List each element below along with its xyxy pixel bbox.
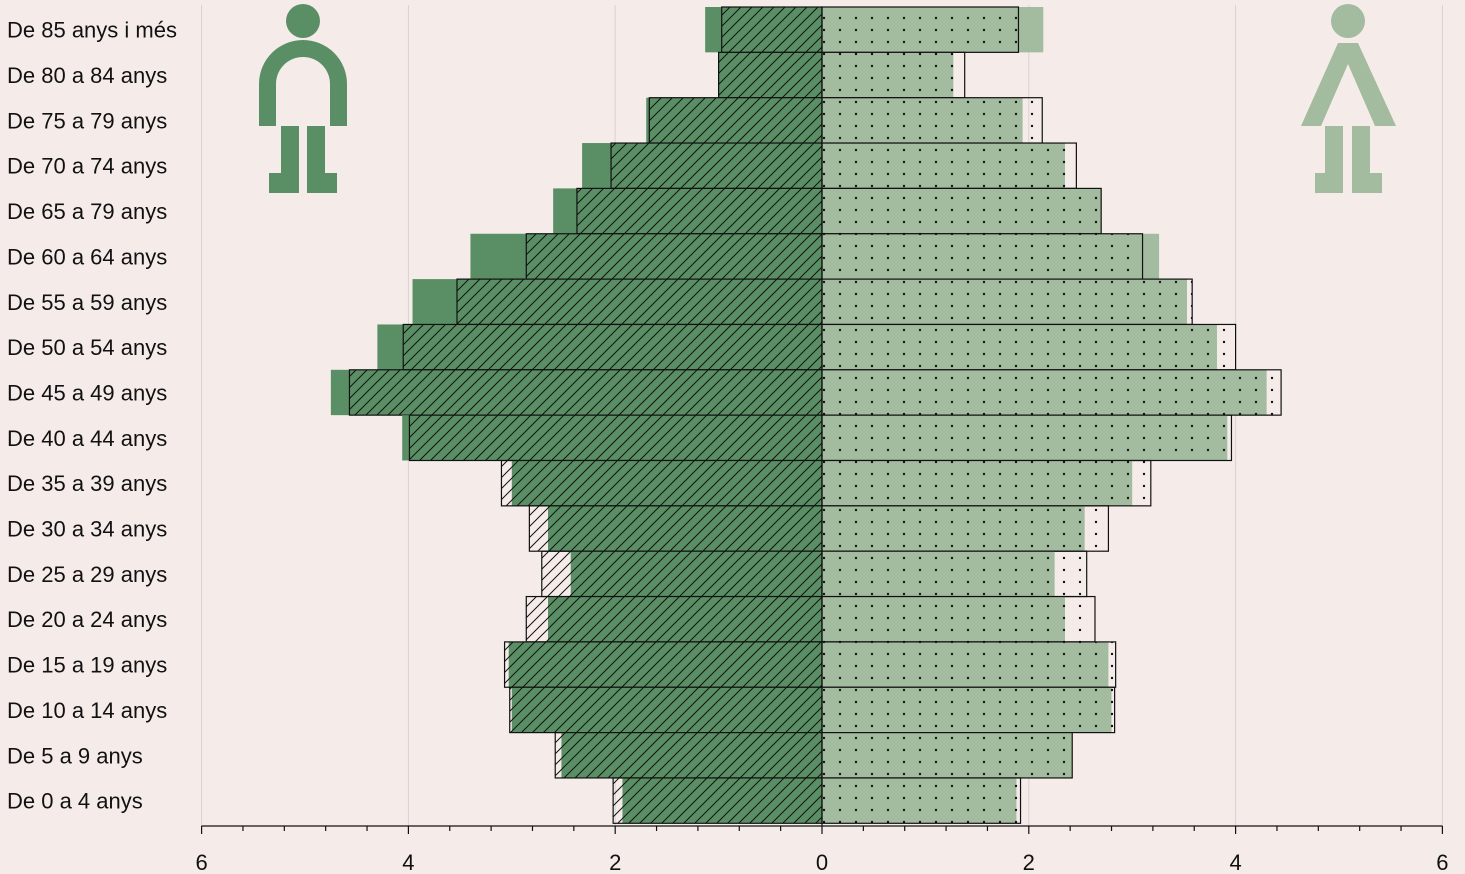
age-group-label: De 40 a 44 anys [7,426,167,451]
bar-male-hatched [717,51,823,99]
bar-female-dotted [821,686,1116,734]
bar-male-hatched [554,731,823,779]
bar-male-hatched [348,369,823,416]
bar-male-hatched [541,550,823,598]
bar-male-hatched [528,505,823,552]
bar-male-hatched [408,414,823,462]
bar-female-dotted [821,777,1022,824]
x-tick-label: 6 [195,850,207,874]
age-group-label: De 60 a 64 anys [7,244,167,269]
x-tick-label: 4 [1229,850,1241,874]
bar-male-hatched [610,142,823,190]
bar-female-dotted [821,731,1073,779]
bar-female-dotted [821,278,1193,326]
bar-female-dotted [821,369,1282,416]
x-tick-label: 4 [402,850,414,874]
age-group-label: De 5 a 9 anys [7,743,143,768]
bar-female-dotted [821,97,1043,144]
x-tick-label: 0 [816,850,828,874]
age-group-label: De 0 a 4 anys [7,789,143,814]
x-axis: 6 4 2 0 2 4 6 [195,7,1449,874]
bar-female-dotted [821,550,1088,598]
bar-female-dotted [821,187,1102,235]
bar-female-dotted [821,323,1237,371]
age-group-label: De 55 a 59 anys [7,290,167,315]
age-group-label: De 75 a 79 anys [7,108,167,133]
bars [330,6,1282,824]
bar-male-hatched [503,641,823,688]
female-figure-icon [1301,4,1396,193]
age-group-label: De 65 a 79 anys [7,199,167,224]
bar-male-hatched [612,777,823,824]
x-tick-label: 2 [609,850,621,874]
bar-female-dotted [821,142,1077,190]
bar-male-hatched [525,595,823,643]
bar-male-hatched [648,97,823,144]
bar-female-dotted [821,595,1096,643]
bar-female-dotted [821,233,1144,280]
age-group-label: De 85 anys i més [7,18,177,43]
age-group-label: De 80 a 84 anys [7,63,167,88]
bar-female-dotted [821,51,966,99]
male-figure-icon [259,4,347,193]
age-group-label: De 30 a 34 anys [7,517,167,542]
bar-male-hatched [402,323,823,371]
bar-female-dotted [821,641,1117,688]
age-group-label: De 35 a 39 anys [7,471,167,496]
bar-male-hatched [509,686,823,734]
bar-female-dotted [821,414,1233,462]
bar-female-dotted [821,6,1020,53]
bar-male-hatched [500,459,823,507]
age-group-label: De 15 a 19 anys [7,653,167,678]
bar-male-hatched [456,278,823,326]
age-group-label: De 20 a 24 anys [7,607,167,632]
age-labels: De 85 anys i més De 80 a 84 anys De 75 a 7… [7,18,177,814]
age-group-label: De 50 a 54 anys [7,335,167,360]
bar-male-hatched [525,233,823,280]
bar-male-hatched [576,187,823,235]
x-tick-label: 6 [1436,850,1448,874]
age-group-label: De 10 a 14 anys [7,698,167,723]
age-group-label: De 45 a 49 anys [7,380,167,405]
bar-female-dotted [821,459,1152,507]
bar-male-hatched [721,6,823,53]
age-group-label: De 70 a 74 anys [7,154,167,179]
bar-female-dotted [821,505,1110,552]
age-group-label: De 25 a 29 anys [7,562,167,587]
x-tick-label: 2 [1023,850,1035,874]
